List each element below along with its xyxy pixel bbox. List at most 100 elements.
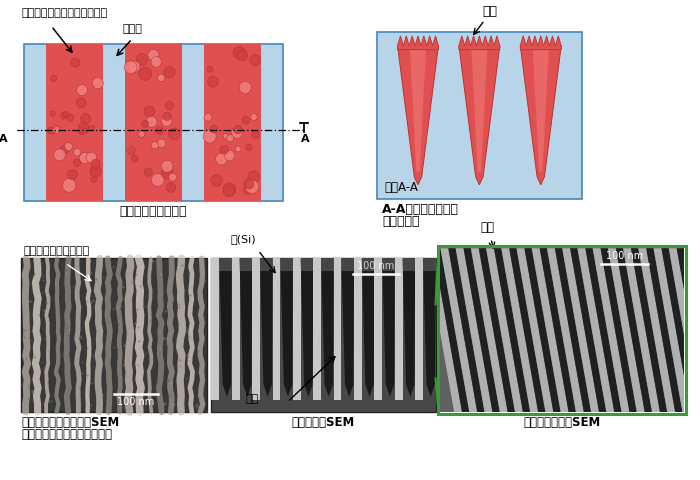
Polygon shape (374, 258, 382, 400)
Polygon shape (547, 248, 584, 412)
Circle shape (227, 135, 234, 142)
Circle shape (50, 75, 57, 82)
Polygon shape (662, 248, 698, 412)
Polygon shape (463, 248, 500, 412)
Circle shape (80, 113, 91, 124)
Polygon shape (342, 258, 354, 271)
Polygon shape (638, 248, 675, 412)
Circle shape (136, 54, 148, 65)
Polygon shape (402, 258, 415, 271)
Circle shape (92, 78, 104, 89)
Circle shape (246, 144, 252, 151)
Polygon shape (398, 46, 438, 185)
Circle shape (144, 168, 153, 176)
Circle shape (242, 116, 250, 124)
Polygon shape (448, 248, 484, 412)
Circle shape (76, 98, 86, 108)
Circle shape (127, 147, 135, 155)
Polygon shape (520, 46, 561, 185)
Polygon shape (219, 258, 232, 396)
Polygon shape (211, 258, 219, 400)
Text: 凸凸: 凸凸 (482, 5, 497, 18)
Circle shape (79, 152, 90, 164)
Polygon shape (398, 36, 438, 50)
Polygon shape (211, 258, 435, 412)
Polygon shape (293, 258, 301, 400)
Circle shape (54, 149, 66, 161)
Circle shape (148, 49, 159, 61)
Circle shape (216, 153, 228, 165)
Polygon shape (260, 258, 272, 396)
Circle shape (237, 50, 248, 61)
Circle shape (232, 127, 242, 138)
Circle shape (127, 146, 135, 154)
Circle shape (245, 180, 259, 193)
Text: 新开发的偏振片的表面SEM: 新开发的偏振片的表面SEM (22, 416, 120, 429)
Polygon shape (395, 258, 402, 400)
Polygon shape (410, 46, 426, 172)
Polygon shape (125, 44, 182, 201)
Circle shape (239, 82, 251, 94)
Polygon shape (684, 248, 700, 412)
Polygon shape (321, 258, 334, 396)
Circle shape (204, 113, 212, 121)
Circle shape (141, 120, 148, 127)
Polygon shape (423, 258, 435, 396)
Polygon shape (342, 258, 354, 396)
Circle shape (53, 127, 60, 133)
Polygon shape (562, 248, 599, 412)
Circle shape (78, 122, 89, 134)
Text: 截面模式图: 截面模式图 (382, 215, 419, 228)
Polygon shape (601, 248, 637, 412)
Polygon shape (578, 248, 615, 412)
Circle shape (71, 58, 80, 67)
Polygon shape (280, 258, 293, 396)
Circle shape (169, 128, 180, 140)
Text: 凸凸: 凸凸 (480, 221, 494, 234)
Circle shape (151, 142, 158, 149)
Circle shape (165, 102, 174, 109)
Polygon shape (517, 248, 554, 412)
Circle shape (60, 146, 69, 155)
Polygon shape (423, 258, 435, 271)
Circle shape (163, 112, 172, 120)
Circle shape (233, 47, 245, 59)
Text: A: A (0, 134, 7, 144)
Polygon shape (415, 258, 423, 400)
Polygon shape (486, 248, 523, 412)
Text: 100 nm: 100 nm (606, 251, 643, 261)
Circle shape (223, 185, 235, 197)
Polygon shape (540, 248, 576, 412)
Text: 模具的截面SEM: 模具的截面SEM (292, 416, 355, 429)
Text: 硅(Si): 硅(Si) (231, 234, 256, 244)
Circle shape (169, 173, 176, 181)
Polygon shape (479, 248, 515, 412)
Polygon shape (585, 248, 622, 412)
Circle shape (164, 67, 175, 78)
Circle shape (139, 131, 145, 137)
Text: A-A切割的偏振片的: A-A切割的偏振片的 (382, 203, 458, 216)
Polygon shape (402, 258, 415, 396)
Polygon shape (570, 248, 606, 412)
Polygon shape (440, 248, 684, 412)
Circle shape (73, 159, 80, 167)
Circle shape (244, 179, 254, 189)
Polygon shape (362, 258, 375, 396)
Polygon shape (677, 248, 700, 412)
Circle shape (220, 145, 228, 154)
Circle shape (251, 131, 260, 139)
Circle shape (250, 55, 260, 66)
Polygon shape (204, 44, 260, 201)
Polygon shape (440, 248, 477, 412)
Polygon shape (314, 258, 321, 400)
Polygon shape (501, 248, 538, 412)
Circle shape (251, 114, 258, 120)
Polygon shape (301, 258, 314, 396)
Circle shape (139, 67, 152, 80)
Circle shape (62, 179, 76, 192)
Polygon shape (362, 258, 375, 271)
Text: 银纳米粒子墨水烧制体（线）: 银纳米粒子墨水烧制体（线） (22, 8, 108, 18)
Circle shape (166, 182, 176, 192)
Polygon shape (456, 248, 493, 412)
Polygon shape (692, 248, 700, 412)
